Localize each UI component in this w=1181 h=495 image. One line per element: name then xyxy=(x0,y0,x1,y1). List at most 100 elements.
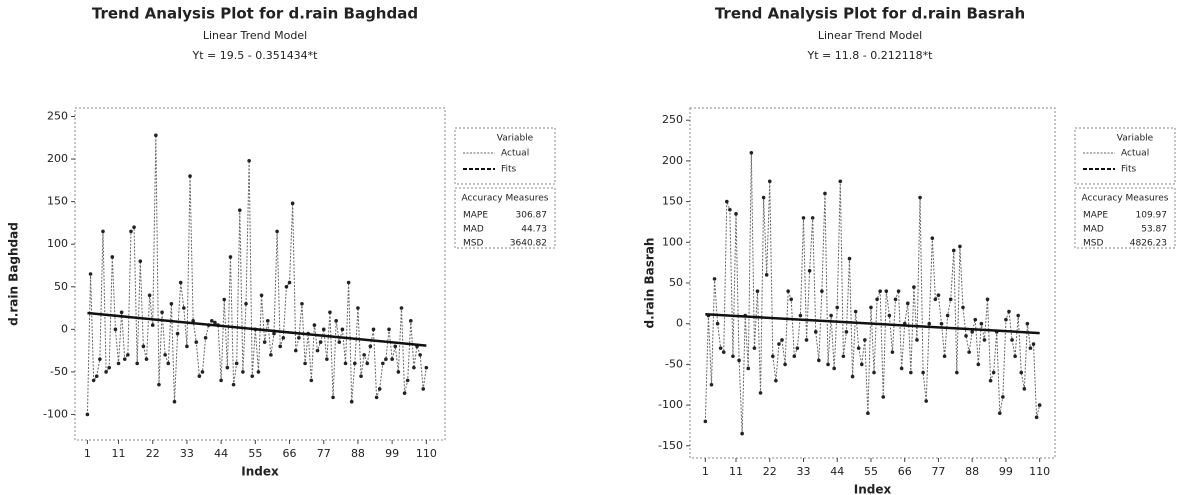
point xyxy=(154,133,158,138)
point xyxy=(909,370,913,375)
x-tick-label: 88 xyxy=(351,447,365,460)
point xyxy=(718,346,723,350)
x-tick-label: 99 xyxy=(385,447,399,460)
point xyxy=(749,150,754,155)
accuracy-value: 306.87 xyxy=(516,211,548,221)
point xyxy=(144,357,149,361)
point xyxy=(795,346,800,350)
x-tick-label: 33 xyxy=(180,447,194,460)
point xyxy=(728,207,732,212)
y-tick-label: 100 xyxy=(47,237,68,250)
point xyxy=(166,361,171,366)
plot-frame xyxy=(689,107,1056,459)
point xyxy=(979,321,984,326)
point xyxy=(899,366,904,371)
point xyxy=(955,370,959,375)
y-tick-label: -100 xyxy=(658,398,683,411)
accuracy-box xyxy=(1074,187,1176,249)
point xyxy=(321,327,326,332)
point xyxy=(758,391,763,395)
point xyxy=(169,301,174,306)
accuracy-label: MAPE xyxy=(463,211,488,221)
series-line xyxy=(705,313,1040,335)
point xyxy=(160,310,164,315)
point xyxy=(157,382,161,387)
point xyxy=(967,350,971,354)
point xyxy=(1025,321,1030,326)
point xyxy=(396,370,401,374)
legend-label: Fits xyxy=(501,165,517,175)
point xyxy=(110,255,115,259)
point xyxy=(890,350,895,354)
accuracy-title: Accuracy Measures xyxy=(462,194,549,204)
point xyxy=(820,289,824,293)
point xyxy=(731,354,735,359)
x-tick-label: 110 xyxy=(416,447,437,460)
x-axis-label: Index xyxy=(854,483,892,495)
chart-subtitle: Linear Trend Model xyxy=(818,29,922,42)
point xyxy=(284,284,289,289)
accuracy-label: MSD xyxy=(463,239,483,249)
x-tick-label: 33 xyxy=(796,465,810,478)
x-tick-label: 44 xyxy=(214,447,228,460)
point xyxy=(982,338,987,342)
y-tick-label: 50 xyxy=(669,276,683,289)
point xyxy=(1037,403,1042,407)
point xyxy=(973,317,978,322)
accuracy-value: 44.73 xyxy=(521,225,547,235)
legend-title: Variable xyxy=(1117,134,1154,144)
x-tick-label: 66 xyxy=(283,447,297,460)
point xyxy=(132,225,136,229)
point xyxy=(402,391,407,395)
y-tick-label: 150 xyxy=(47,195,68,208)
point xyxy=(104,370,108,374)
x-tick-label: 77 xyxy=(317,447,331,460)
point xyxy=(194,340,199,344)
x-tick-label: 22 xyxy=(763,465,777,478)
point xyxy=(872,370,876,375)
point xyxy=(228,255,233,259)
point xyxy=(746,366,751,371)
chart-title: Trend Analysis Plot for d.rain Baghdad xyxy=(92,5,418,23)
point xyxy=(841,354,846,359)
point xyxy=(387,327,391,332)
point xyxy=(200,370,205,374)
point xyxy=(113,327,118,332)
point xyxy=(893,297,898,302)
point xyxy=(272,331,276,336)
point xyxy=(94,374,99,378)
equation: Yt = 19.5 - 0.351434*t xyxy=(192,49,319,62)
point xyxy=(293,348,298,353)
point xyxy=(1031,342,1036,346)
point xyxy=(884,289,889,293)
point xyxy=(1010,338,1014,342)
point xyxy=(863,338,867,342)
y-tick-label: 50 xyxy=(54,280,68,293)
point xyxy=(801,216,806,220)
point xyxy=(838,179,843,184)
y-tick-label: -100 xyxy=(43,407,68,420)
point xyxy=(281,336,286,340)
point xyxy=(107,365,112,370)
point xyxy=(222,297,227,302)
point xyxy=(172,399,177,404)
point xyxy=(970,330,974,334)
point xyxy=(789,297,794,302)
x-tick-label: 55 xyxy=(248,447,262,460)
point xyxy=(798,313,803,318)
point xyxy=(210,319,214,323)
point xyxy=(85,412,90,417)
point xyxy=(91,378,96,383)
y-tick-label: 250 xyxy=(47,110,68,123)
point xyxy=(927,321,932,326)
x-tick-label: 11 xyxy=(112,447,126,460)
point xyxy=(424,365,429,370)
point xyxy=(213,320,217,325)
point xyxy=(119,310,124,315)
point xyxy=(374,395,379,400)
point xyxy=(234,361,239,366)
point xyxy=(752,346,757,350)
point xyxy=(191,319,195,323)
point xyxy=(122,357,127,361)
point xyxy=(231,382,236,387)
